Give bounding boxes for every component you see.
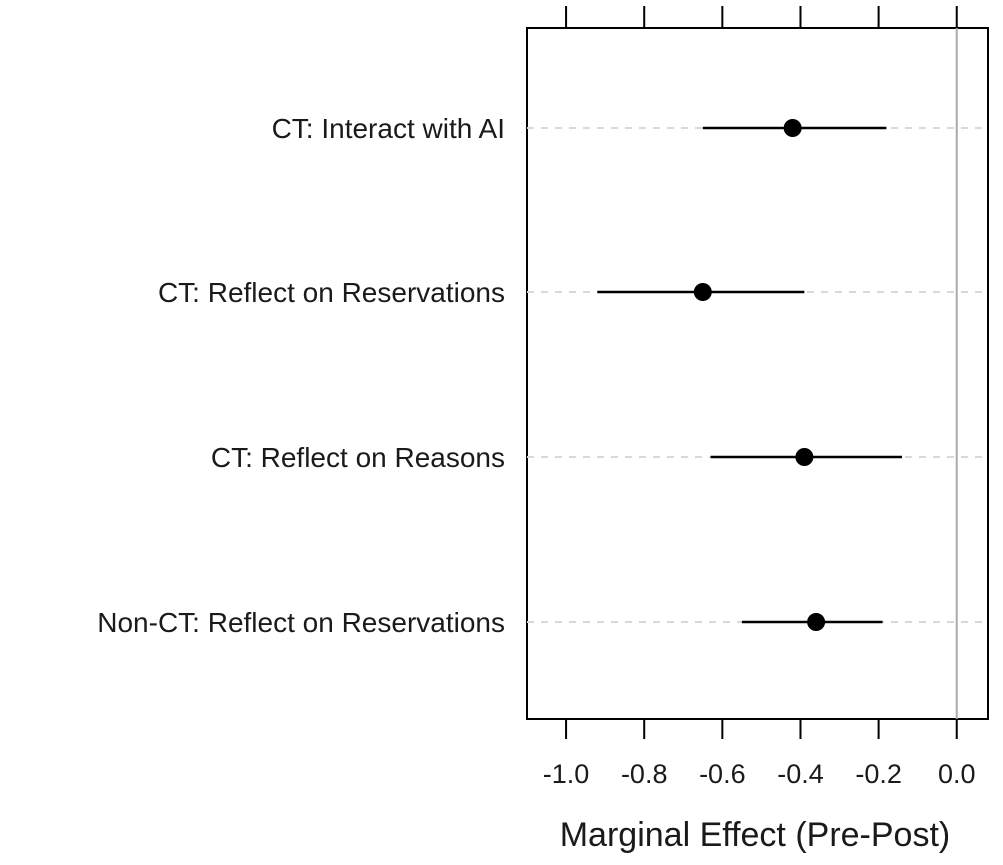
category-label: CT: Interact with AI	[272, 113, 505, 144]
x-axis-title: Marginal Effect (Pre-Post)	[560, 816, 951, 854]
point-estimate	[807, 613, 826, 631]
plot-area	[526, 27, 989, 720]
x-tick-label: -1.0	[543, 759, 590, 789]
point-estimate	[783, 119, 802, 137]
category-label: CT: Reflect on Reservations	[158, 277, 505, 308]
x-tick-label: -0.4	[777, 759, 824, 789]
category-labels: CT: Interact with AI CT: Reflect on Reser…	[97, 113, 505, 638]
bottom-axis-ticks	[565, 719, 958, 739]
point-estimate	[693, 283, 712, 301]
category-label: CT: Reflect on Reasons	[211, 442, 505, 473]
confidence-intervals	[597, 126, 903, 624]
point-estimate	[795, 448, 814, 466]
row-guides	[527, 127, 988, 623]
top-axis-ticks	[565, 6, 958, 28]
x-tick-label: 0.0	[938, 759, 976, 789]
x-tick-labels: -1.0 -0.8 -0.6 -0.4 -0.2 0.0	[543, 759, 976, 789]
point-estimates	[693, 119, 826, 631]
x-tick-label: -0.2	[855, 759, 902, 789]
category-label: Non-CT: Reflect on Reservations	[97, 607, 505, 638]
x-tick-label: -0.8	[621, 759, 668, 789]
x-tick-label: -0.6	[699, 759, 746, 789]
